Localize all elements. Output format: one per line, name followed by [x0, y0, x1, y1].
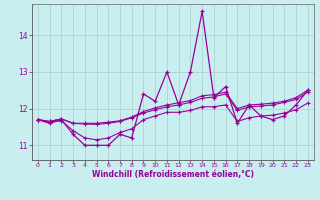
X-axis label: Windchill (Refroidissement éolien,°C): Windchill (Refroidissement éolien,°C) [92, 170, 254, 179]
